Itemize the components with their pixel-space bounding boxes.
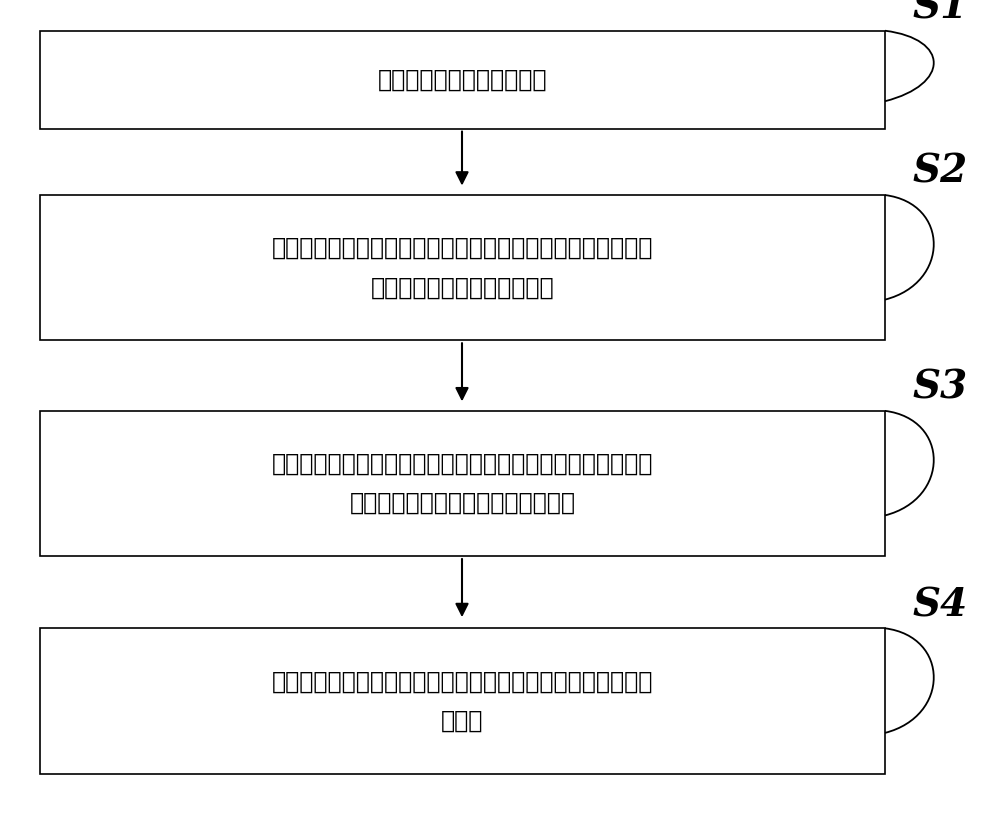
- FancyBboxPatch shape: [40, 628, 885, 774]
- Text: S4: S4: [912, 586, 968, 624]
- Text: S1: S1: [912, 0, 968, 27]
- Text: 根据所述区域数据，对所述待布局区域的种植环境进行网格划
分和聚类区划，得到区划结果: 根据所述区域数据，对所述待布局区域的种植环境进行网格划 分和聚类区划，得到区划结…: [272, 236, 653, 300]
- Text: 获取待研究区域的分析数据: 获取待研究区域的分析数据: [378, 68, 547, 91]
- FancyBboxPatch shape: [40, 411, 885, 556]
- Text: S2: S2: [912, 153, 968, 191]
- FancyBboxPatch shape: [40, 31, 885, 129]
- Text: S3: S3: [912, 369, 968, 407]
- Text: 基于预设的空间平衡抽样算法，对所述最少数量的测试站点进
行布局: 基于预设的空间平衡抽样算法，对所述最少数量的测试站点进 行布局: [272, 669, 653, 733]
- FancyBboxPatch shape: [40, 195, 885, 340]
- Text: 基于预设的空间分层抽样模型和抽样精度，得到所述区划结果
中的各分区所需最少数量的测试站点: 基于预设的空间分层抽样模型和抽样精度，得到所述区划结果 中的各分区所需最少数量的…: [272, 452, 653, 515]
